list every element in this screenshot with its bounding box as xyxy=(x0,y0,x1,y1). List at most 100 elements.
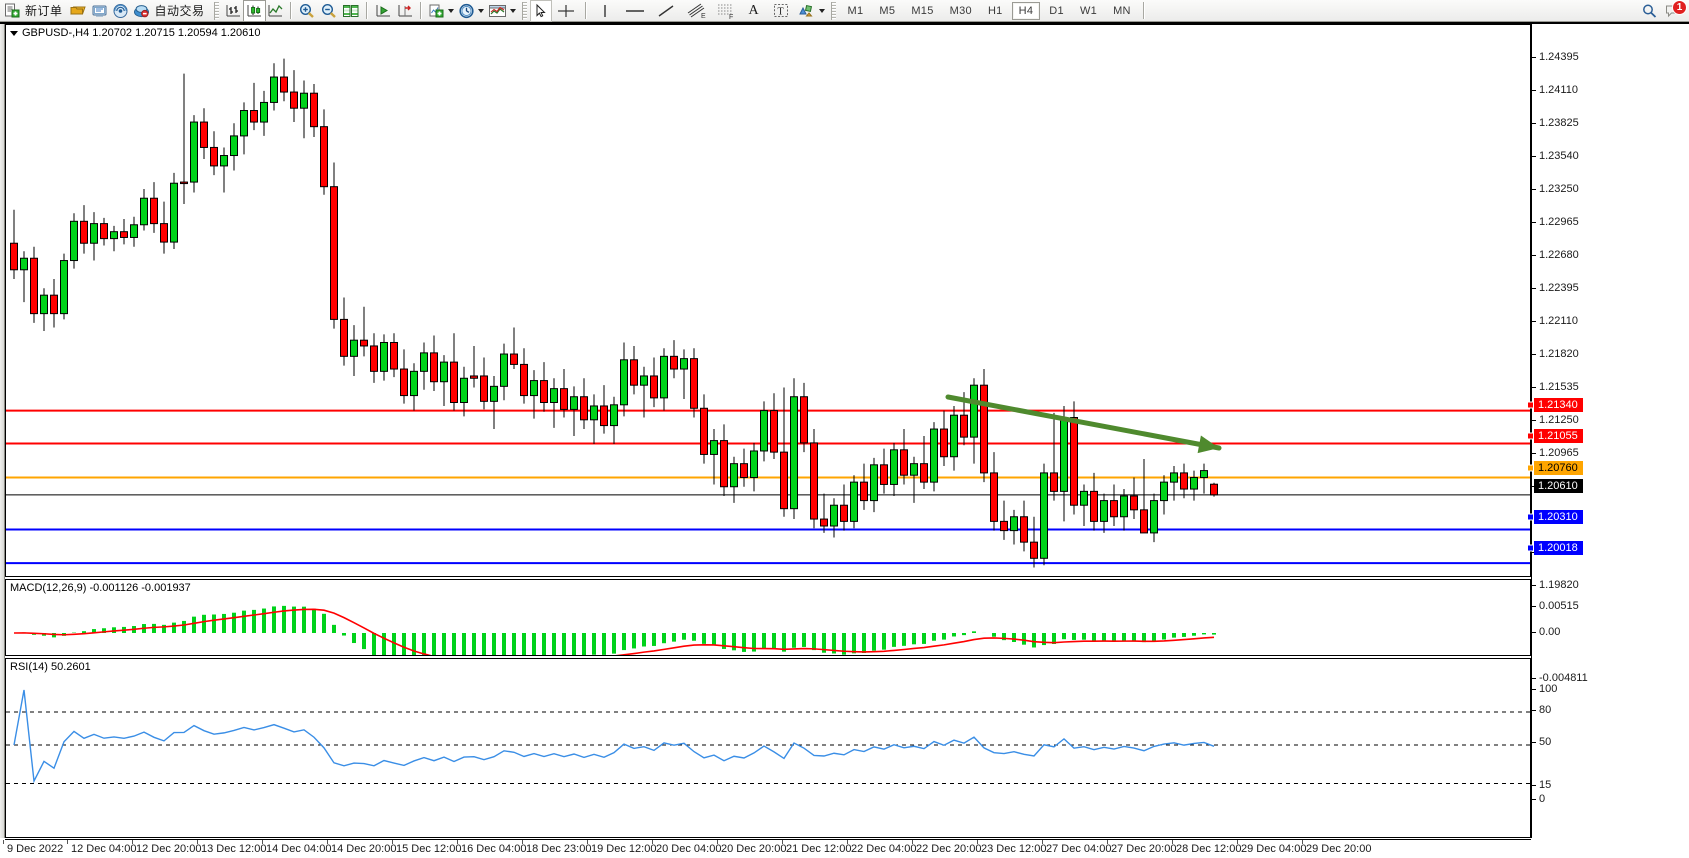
resistance-level-tag-1[interactable]: 1.21340 xyxy=(1527,398,1583,412)
time-tick xyxy=(587,840,588,844)
timeframe-w1[interactable]: W1 xyxy=(1079,4,1098,17)
level-drag-handle[interactable] xyxy=(1527,401,1534,409)
autoscroll-button[interactable] xyxy=(372,1,394,21)
level-drag-handle[interactable] xyxy=(1527,544,1534,552)
timeframe-m30[interactable]: M30 xyxy=(949,4,972,17)
text-button[interactable]: A xyxy=(741,1,767,21)
terminal-button[interactable] xyxy=(89,1,110,21)
time-label: 18 Dec 23:00 xyxy=(526,843,592,855)
zoom-in-button[interactable] xyxy=(296,1,318,21)
time-tick xyxy=(327,840,328,844)
candle-body xyxy=(120,231,128,238)
price-tick: 1.22395 xyxy=(1532,282,1579,294)
candle-body xyxy=(770,410,778,453)
price-axis[interactable]: 1.24395 1.24110 1.23825 1.23540 1.23250 1.229… xyxy=(1527,24,1689,838)
candlestick-chart-button[interactable] xyxy=(242,0,266,22)
arrow-shaft xyxy=(945,394,1222,451)
candle xyxy=(520,348,528,404)
pending-order-tag[interactable]: 1.20760 xyxy=(1527,461,1583,475)
zoom-out-icon xyxy=(321,3,336,18)
indicators-button[interactable] xyxy=(426,1,456,21)
candle xyxy=(510,327,518,370)
timeframe-h4[interactable]: H4 xyxy=(1011,1,1041,20)
price-tick: 1.21820 xyxy=(1532,348,1579,360)
macd-pane[interactable]: MACD(12,26,9) -0.001126 -0.001937 xyxy=(5,579,1531,656)
fibonacci-icon: F xyxy=(717,4,733,19)
support-level-tag-1[interactable]: 1.20310 xyxy=(1527,510,1583,524)
rsi-pane[interactable]: RSI(14) 50.2601 xyxy=(5,658,1531,838)
candle-body xyxy=(690,358,698,409)
new-order-icon xyxy=(5,3,20,17)
line-chart-button[interactable] xyxy=(265,1,286,21)
timeframe-h1[interactable]: H1 xyxy=(987,4,1003,17)
level-drag-handle[interactable] xyxy=(1527,464,1534,472)
timeframe-m5[interactable]: M5 xyxy=(879,4,896,17)
zoom-in-icon xyxy=(299,3,314,18)
timeframe-m15[interactable]: M15 xyxy=(911,4,934,17)
timeframe-d1[interactable]: D1 xyxy=(1049,4,1064,17)
candle xyxy=(490,375,498,430)
folder-button[interactable] xyxy=(68,1,89,21)
chevron-down-icon[interactable] xyxy=(818,8,825,13)
new-order-label: 新订单 xyxy=(25,4,63,18)
bid-price-tag[interactable]: 1.20610 xyxy=(1534,479,1583,493)
candle-body xyxy=(520,363,528,397)
signals-button[interactable] xyxy=(110,1,131,21)
price-tick: 1.22110 xyxy=(1532,315,1578,327)
toolbar-grip-3[interactable] xyxy=(830,1,836,20)
support-level-tag-2[interactable]: 1.20018 xyxy=(1527,541,1583,555)
candle xyxy=(460,366,468,417)
chevron-down-icon[interactable] xyxy=(509,8,516,13)
toolbar-grip-1[interactable] xyxy=(213,1,219,20)
price-pane[interactable]: GBPUSD-,H4 1.20702 1.20715 1.20594 1.206… xyxy=(5,24,1531,577)
candle-body xyxy=(490,385,498,402)
new-order-button[interactable]: 新订单 xyxy=(2,1,68,21)
chevron-down-icon[interactable] xyxy=(10,30,18,36)
timeframe-mn[interactable]: MN xyxy=(1113,4,1131,17)
candle xyxy=(730,456,738,503)
grid-button[interactable] xyxy=(340,1,362,21)
search-button[interactable] xyxy=(1639,1,1661,21)
time-label: 12 Dec 20:00 xyxy=(136,843,202,855)
vertical-line-button[interactable] xyxy=(591,1,619,21)
candle-body xyxy=(410,370,418,397)
horizontal-line-button[interactable] xyxy=(619,1,651,21)
level-drag-handle[interactable] xyxy=(1527,432,1534,440)
chart-shift-button[interactable] xyxy=(394,1,416,21)
candle-body xyxy=(330,186,338,320)
text-label-button[interactable]: T xyxy=(767,1,795,21)
downtrend-arrow[interactable] xyxy=(945,394,1222,454)
cursor-button[interactable] xyxy=(529,0,552,22)
time-axis[interactable]: 9 Dec 2022 12 Dec 04:00 12 Dec 20:00 13 Dec… xyxy=(3,839,1531,858)
templates-button[interactable] xyxy=(486,1,518,21)
candle xyxy=(320,109,328,195)
candle xyxy=(610,396,618,445)
cursor-icon xyxy=(536,3,546,17)
crosshair-button[interactable] xyxy=(551,1,581,21)
candle xyxy=(350,325,358,376)
candle-body xyxy=(920,463,928,483)
timeframe-m1[interactable]: M1 xyxy=(847,4,864,17)
candle xyxy=(200,108,208,159)
arrow-head xyxy=(1197,435,1219,454)
equidistant-channel-button[interactable]: E xyxy=(681,1,711,21)
chevron-down-icon[interactable] xyxy=(477,8,484,13)
zoom-out-button[interactable] xyxy=(318,1,340,21)
time-label: 9 Dec 2022 xyxy=(7,843,64,855)
candle xyxy=(430,335,438,391)
level-drag-handle[interactable] xyxy=(1527,513,1534,521)
time-label: 21 Dec 12:00 xyxy=(786,843,852,855)
candle-body xyxy=(460,377,468,403)
fibonacci-button[interactable]: F xyxy=(711,1,741,21)
candle-body xyxy=(290,91,298,109)
shapes-button[interactable] xyxy=(795,1,827,21)
bar-chart-button[interactable] xyxy=(223,1,244,21)
chevron-down-icon[interactable] xyxy=(447,8,454,13)
notifications-button[interactable]: 1 xyxy=(1661,0,1687,21)
trendline-button[interactable] xyxy=(651,1,681,21)
resistance-level-tag-2[interactable]: 1.21055 xyxy=(1527,429,1583,443)
period-button[interactable] xyxy=(456,1,486,21)
indicator-tick: 15 xyxy=(1532,779,1551,791)
toolbar-grip-2[interactable] xyxy=(521,1,527,20)
market-button[interactable]: 自动交易 xyxy=(131,1,210,21)
